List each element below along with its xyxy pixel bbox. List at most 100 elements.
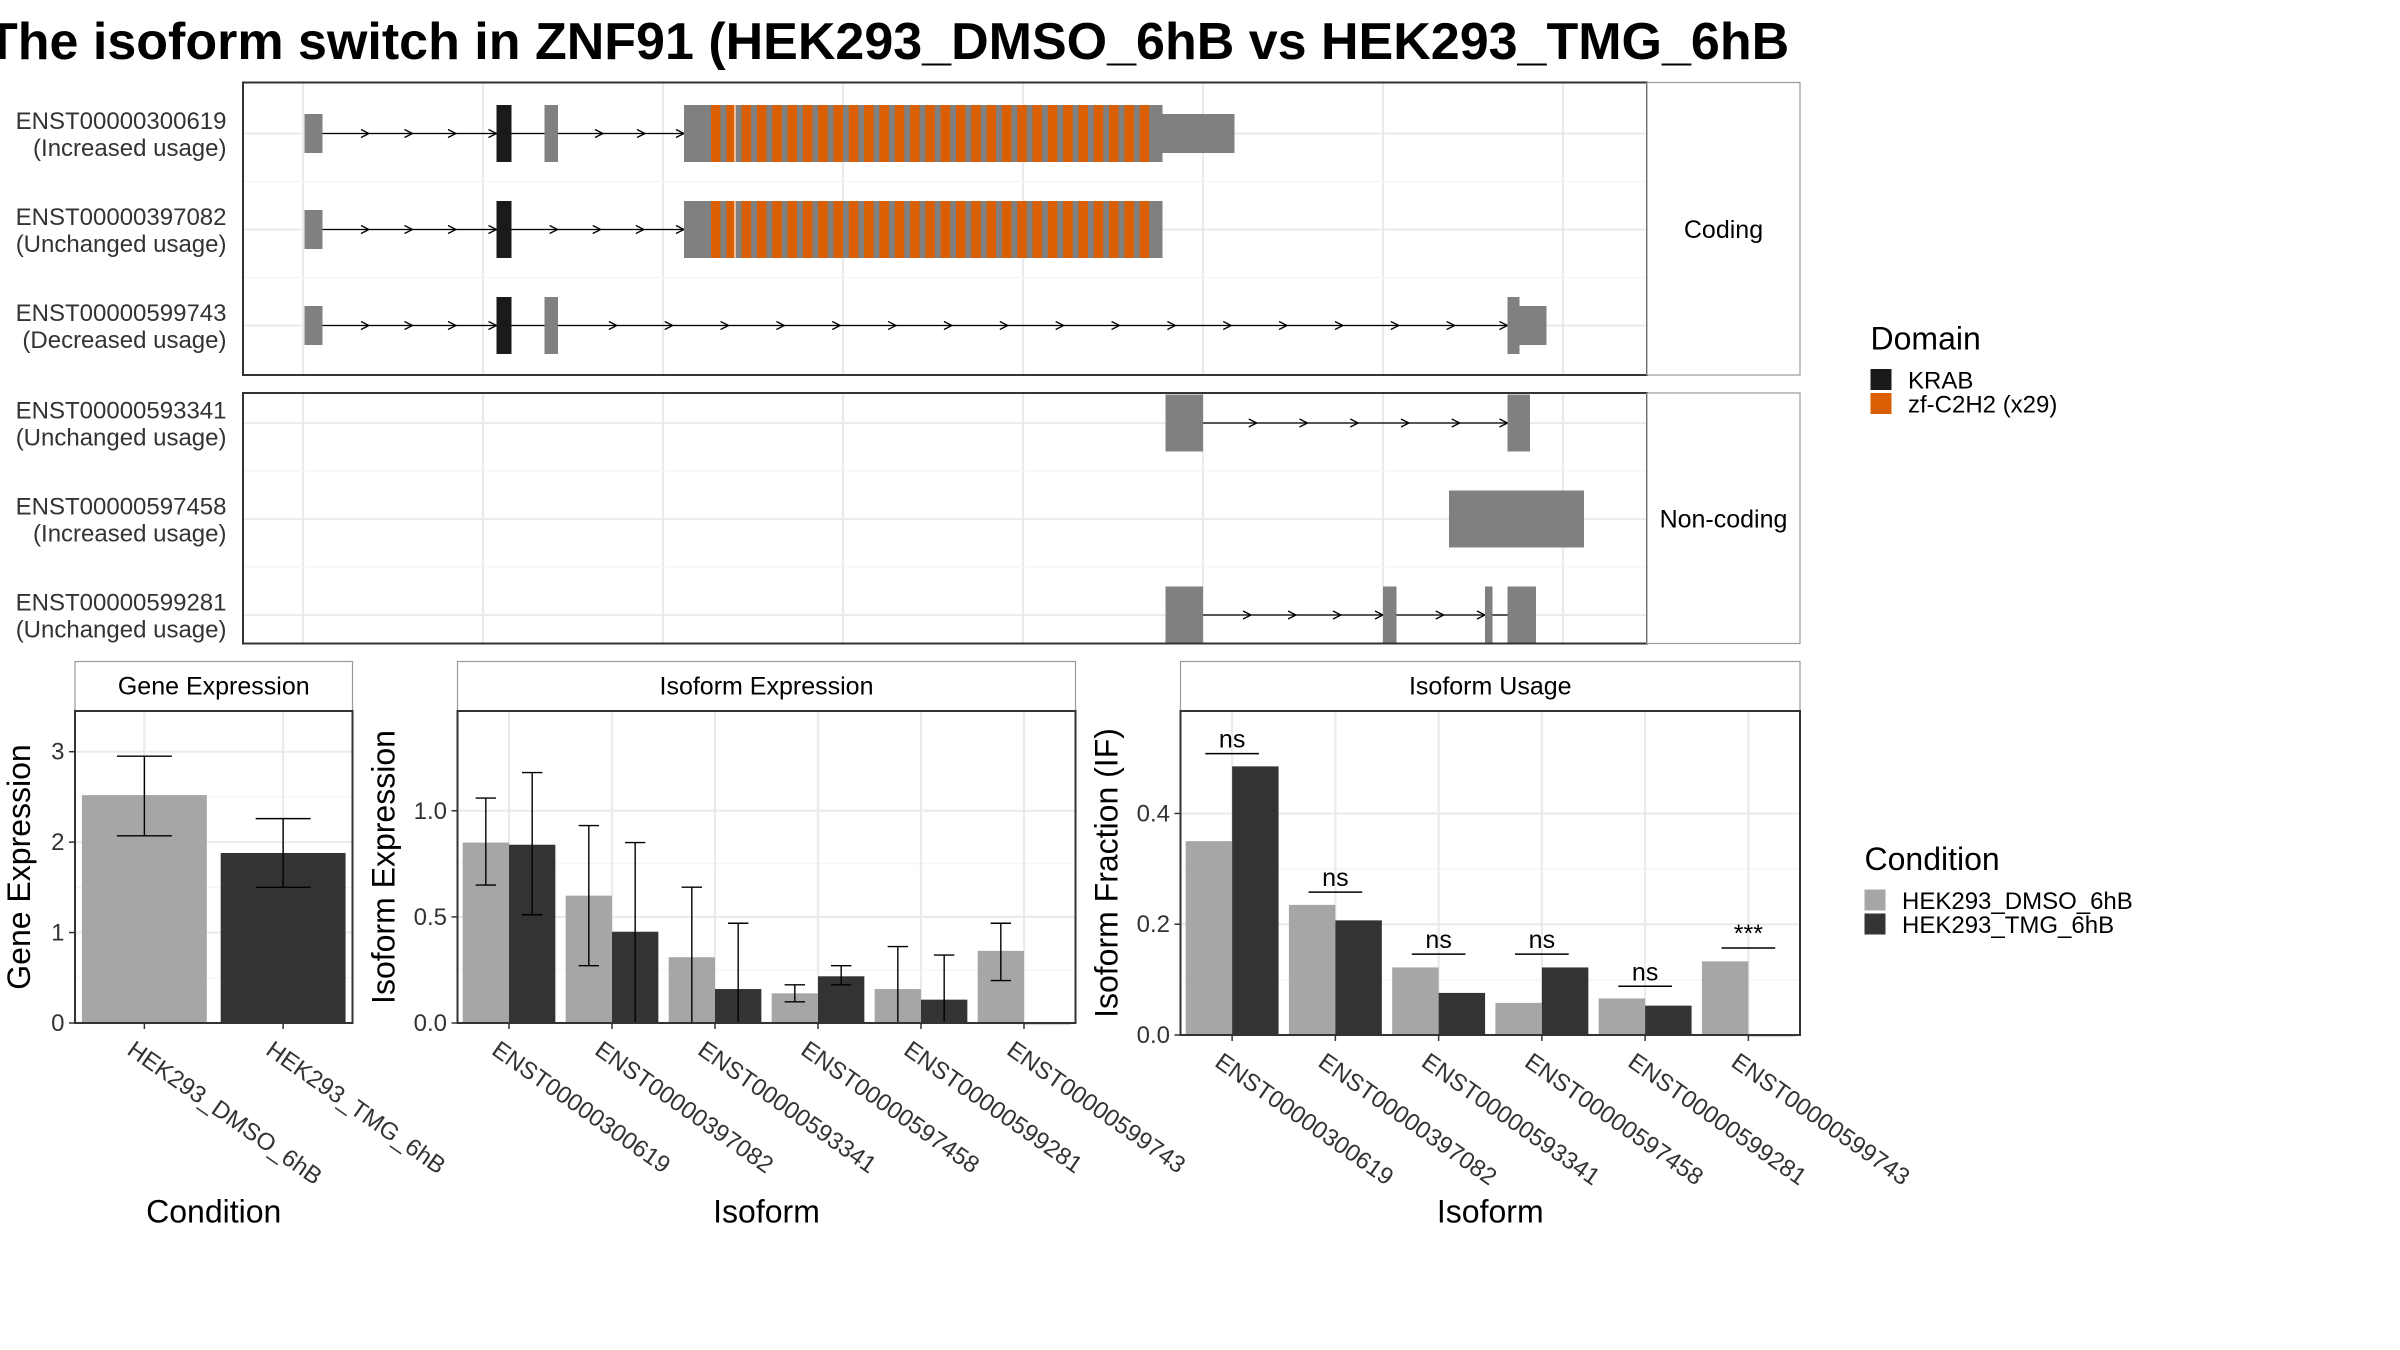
transcript-id-label: ENST00000300619 bbox=[16, 108, 227, 135]
x-tick-label: ENST00000300619 bbox=[487, 1036, 675, 1179]
intron-arrow bbox=[1248, 418, 1259, 428]
intron-arrow bbox=[404, 224, 414, 235]
condition-legend-label: HEK293_TMG_6hB bbox=[1902, 912, 2114, 939]
domain-legend-label: zf-C2H2 (x29) bbox=[1908, 392, 2057, 419]
krab-domain bbox=[496, 201, 512, 258]
intron-arrow bbox=[1446, 320, 1457, 331]
zf-c2h2-domain bbox=[802, 201, 813, 258]
y-tick-label: 1.0 bbox=[414, 798, 447, 825]
panel-border bbox=[74, 710, 354, 1024]
zf-c2h2-domain bbox=[1078, 201, 1088, 258]
exon-block bbox=[544, 297, 558, 354]
y-axis-title: Isoform Fraction (IF) bbox=[1089, 728, 1125, 1018]
x-tick-label: ENST00000599281 bbox=[1623, 1048, 1811, 1191]
zf-c2h2-domain bbox=[1032, 201, 1043, 258]
krab-domain bbox=[496, 297, 512, 354]
zf-c2h2-domain bbox=[1124, 201, 1134, 258]
condition-legend-key bbox=[1864, 913, 1886, 935]
intron-arrow bbox=[831, 320, 842, 331]
facet-strip-label: Non-coding bbox=[1660, 505, 1788, 533]
intron-arrow bbox=[1222, 320, 1233, 331]
panel-strip bbox=[1179, 660, 1801, 712]
plot-area bbox=[457, 711, 1076, 1023]
intron-arrow bbox=[1400, 418, 1411, 428]
intron-arrow bbox=[720, 320, 731, 331]
bar bbox=[1701, 961, 1749, 1035]
zf-c2h2-domain bbox=[848, 105, 859, 162]
exon-block bbox=[1165, 586, 1203, 644]
zf-c2h2-domain-edge bbox=[733, 201, 736, 258]
panel-strip-label: Isoform Expression bbox=[660, 673, 874, 701]
panel-strip bbox=[456, 660, 1077, 712]
transcript-id-label: ENST00000597458 bbox=[16, 494, 227, 521]
zf-c2h2-domain bbox=[1001, 105, 1012, 162]
zf-c2h2-domain bbox=[1109, 105, 1119, 162]
intron-arrow bbox=[1299, 418, 1309, 428]
transcript-id-label: ENST00000599743 bbox=[16, 300, 227, 327]
zf-c2h2-domain bbox=[772, 201, 782, 258]
exon-block bbox=[1519, 306, 1547, 345]
domain-legend-key bbox=[1870, 393, 1892, 414]
panel-border bbox=[1179, 710, 1801, 1036]
zf-c2h2-domain bbox=[1001, 201, 1012, 258]
zf-c2h2-domain bbox=[986, 105, 997, 162]
zf-c2h2-domain bbox=[971, 105, 981, 162]
intron-arrow bbox=[1167, 320, 1177, 331]
intron-arrow bbox=[635, 224, 646, 235]
zf-c2h2-domain bbox=[925, 201, 935, 258]
condition-legend-label: HEK293_DMSO_6hB bbox=[1902, 888, 2133, 915]
zf-c2h2-domain bbox=[741, 105, 752, 162]
x-tick-label: ENST00000597458 bbox=[1520, 1048, 1708, 1191]
panel-strip bbox=[74, 660, 354, 712]
zf-c2h2-domain bbox=[1017, 105, 1027, 162]
zf-c2h2-domain bbox=[940, 105, 951, 162]
y-tick-label: 0.0 bbox=[414, 1010, 447, 1037]
x-tick-label: ENST00000397082 bbox=[1313, 1048, 1501, 1191]
zf-c2h2-domain bbox=[1139, 105, 1150, 162]
panel-border bbox=[456, 710, 1077, 1024]
intron-arrow bbox=[447, 128, 458, 139]
y-tick-label: 0.4 bbox=[1137, 800, 1170, 827]
zf-c2h2-domain bbox=[787, 105, 798, 162]
intron-arrow bbox=[549, 224, 560, 235]
zf-c2h2-domain bbox=[833, 201, 843, 258]
zf-c2h2-domain bbox=[1139, 201, 1150, 258]
panel-strip-label: Isoform Usage bbox=[1409, 673, 1572, 701]
bar bbox=[1392, 967, 1439, 1035]
intron-arrow bbox=[776, 320, 786, 331]
figure-title: The isoform switch in ZNF91 (HEK293_DMSO… bbox=[0, 13, 1789, 71]
bar bbox=[1438, 992, 1486, 1035]
intron-arrow bbox=[1111, 320, 1121, 331]
isoform-usage-chart: Isoform Usage 0.0 0.2 0.4 ns ns ns ns ns *** ENST0… bbox=[1089, 660, 1914, 1230]
domain-legend-label: KRAB bbox=[1908, 368, 1973, 395]
exon-block bbox=[304, 114, 323, 153]
y-tick-label: 0 bbox=[51, 1010, 64, 1037]
bar bbox=[1645, 1005, 1692, 1035]
zf-c2h2-domain bbox=[971, 201, 981, 258]
x-axis-title: Condition bbox=[146, 1194, 281, 1230]
intron-arrow bbox=[447, 224, 458, 235]
zf-c2h2-domain bbox=[1109, 201, 1119, 258]
x-tick-label: ENST00000593341 bbox=[693, 1036, 881, 1179]
x-tick-label: ENST00000593341 bbox=[1417, 1048, 1605, 1191]
exon-block bbox=[1507, 394, 1530, 452]
x-tick-label: ENST00000597458 bbox=[796, 1036, 984, 1179]
x-tick-label: ENST00000397082 bbox=[590, 1036, 778, 1179]
domain-legend-title: Domain bbox=[1871, 321, 1981, 357]
intron-arrow bbox=[1055, 320, 1066, 331]
exon-block bbox=[684, 201, 1163, 258]
krab-domain bbox=[496, 105, 512, 162]
y-axis-title: Gene Expression bbox=[1, 744, 37, 989]
exon-block bbox=[304, 306, 323, 345]
intron-arrow bbox=[594, 128, 605, 139]
zf-c2h2-domain bbox=[940, 201, 951, 258]
intron-arrow bbox=[1334, 320, 1345, 331]
transcript-usage-label: (Unchanged usage) bbox=[16, 425, 227, 452]
zf-c2h2-domain bbox=[726, 105, 736, 162]
zf-c2h2-domain bbox=[955, 201, 966, 258]
exon-block bbox=[684, 105, 1163, 162]
condition-legend-key bbox=[1864, 889, 1886, 911]
zf-c2h2-domain bbox=[879, 201, 889, 258]
